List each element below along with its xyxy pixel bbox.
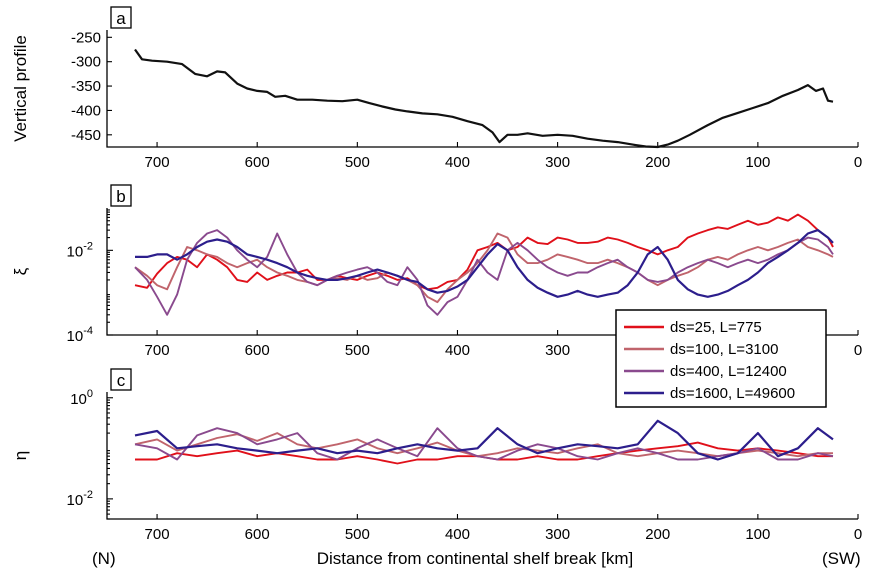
y-tick-label: -350 <box>71 78 101 95</box>
series-line <box>134 213 834 291</box>
x-tick-label: 0 <box>854 342 862 359</box>
legend-label: ds=25, L=775 <box>670 319 762 336</box>
x-tick-label: 0 <box>854 526 862 543</box>
y-tick-label: 10-4 <box>67 325 93 345</box>
panel-letter-box <box>110 184 132 207</box>
left-direction-note: (N) <box>92 549 116 568</box>
y-tick-label: 100 <box>70 388 93 408</box>
x-tick-label: 600 <box>245 154 270 171</box>
x-tick-label: 400 <box>445 154 470 171</box>
x-tick-label: 500 <box>345 526 370 543</box>
x-tick-label: 100 <box>745 526 770 543</box>
x-tick-label: 600 <box>245 526 270 543</box>
panel-letter-box <box>110 368 132 391</box>
y-tick-label: -300 <box>71 54 101 71</box>
y-tick-label: 10-2 <box>67 489 93 509</box>
series-line <box>134 48 834 149</box>
panel-a: 700 600 500 400 300 200 100 0 -250 -300 -350 -400 -4… <box>11 6 862 171</box>
y-axis-label: ξ <box>11 267 30 275</box>
panel-letter: a <box>116 9 126 28</box>
series-line <box>134 427 834 461</box>
x-tick-label: 200 <box>645 154 670 171</box>
panel-c: 700 600 500 400 300 200 100 0 100 10-2 η c <box>11 368 862 543</box>
legend: ds=25, L=775 ds=100, L=3100 ds=400, L=1240… <box>615 309 827 408</box>
legend-items: ds=25, L=775 ds=100, L=3100 ds=400, L=1240… <box>624 319 795 402</box>
panel-letter: b <box>116 187 125 206</box>
y-axis-label: η <box>11 451 30 460</box>
x-tick-label: 500 <box>345 154 370 171</box>
x-tick-label: 600 <box>245 342 270 359</box>
right-direction-note: (SW) <box>822 549 861 568</box>
y-tick-label: 10-2 <box>67 240 93 260</box>
x-tick-label: 100 <box>745 154 770 171</box>
series-line <box>134 419 834 461</box>
series-line <box>134 232 834 304</box>
x-tick-label: 0 <box>854 154 862 171</box>
x-tick-label: 400 <box>445 342 470 359</box>
legend-label: ds=100, L=3100 <box>670 341 778 358</box>
x-tick-label: 300 <box>545 154 570 171</box>
panel-letter-box <box>110 6 132 29</box>
x-tick-label: 200 <box>645 526 670 543</box>
legend-label: ds=400, L=12400 <box>670 363 787 380</box>
x-tick-label: 300 <box>545 342 570 359</box>
x-tick-label: 300 <box>545 526 570 543</box>
x-tick-label: 700 <box>145 154 170 171</box>
series-line <box>134 229 834 316</box>
y-axis-label: Vertical profile <box>11 35 30 142</box>
y-tick-label: -400 <box>71 102 101 119</box>
series-line <box>134 432 833 458</box>
series-line <box>135 441 833 465</box>
y-tick-label: -250 <box>71 29 101 46</box>
panel-letter: c <box>117 371 126 390</box>
legend-label: ds=1600, L=49600 <box>670 385 795 402</box>
x-axis-label: Distance from continental shelf break [k… <box>317 549 634 568</box>
x-tick-label: 400 <box>445 526 470 543</box>
x-tick-label: 700 <box>145 526 170 543</box>
axes-frame <box>106 30 858 148</box>
panels: 700 600 500 400 300 200 100 0 -250 -300 -350 -400 -4… <box>11 6 862 543</box>
series-line <box>135 229 834 298</box>
x-tick-label: 700 <box>145 342 170 359</box>
y-tick-label: -450 <box>71 127 101 144</box>
x-tick-label: 500 <box>345 342 370 359</box>
